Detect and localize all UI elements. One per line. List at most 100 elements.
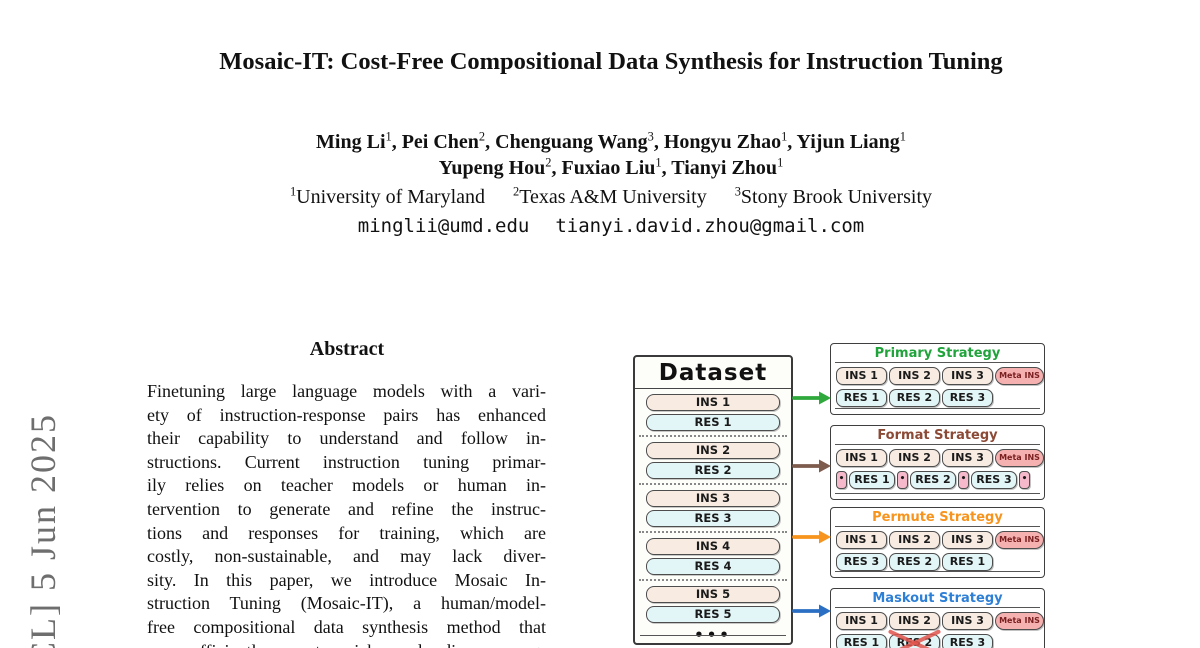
ins-pill: INS 3 (646, 490, 780, 507)
author-sep: , (485, 131, 496, 153)
author-name: Ming Li (316, 131, 386, 153)
format-separator-pill: • (1019, 471, 1030, 489)
strategy-title: Permute Strategy (835, 510, 1040, 527)
format-separator-pill: • (958, 471, 969, 489)
divider-line (835, 408, 1040, 409)
arxiv-sidebar-text: CL] 5 Jun 2025 (23, 413, 63, 648)
affil-sup: 2 (513, 184, 520, 199)
author-affil-sup: 2 (478, 129, 486, 144)
res-pill: RES 3 (971, 471, 1017, 489)
ins-row: INS 1 INS 2 INS 3 Meta INS (836, 612, 1044, 630)
dataset-body: INS 1 RES 1 INS 2 RES 2 INS 3 RES 3 INS … (635, 389, 791, 644)
res-row: RES 1 RES 2 RES 3 (836, 634, 1039, 648)
affil-sup: 1 (289, 184, 297, 199)
res-row: RES 1 RES 2 RES 3 (836, 389, 1039, 407)
arrow-to-maskout (792, 604, 831, 618)
divider-line (835, 571, 1040, 572)
res-row: • RES 1 • RES 2 • RES 3 • (836, 471, 1039, 489)
dotted-divider (639, 531, 787, 533)
author-sep: , (787, 131, 797, 153)
meta-ins-pill: Meta INS (995, 367, 1044, 385)
res-pill: RES 1 (836, 634, 887, 648)
arrow-to-primary (792, 391, 831, 405)
divider-line (835, 493, 1040, 494)
email-address: tianyi.david.zhou@gmail.com (555, 215, 865, 237)
res-pill: RES 4 (646, 558, 780, 575)
author-sep: , (653, 131, 664, 153)
affiliations-line: 1University of Maryland 2Texas A&M Univer… (147, 184, 1075, 209)
res-pill: RES 1 (942, 553, 993, 571)
affil-name: Stony Brook University (740, 186, 933, 208)
author-name: Hongyu Zhao (663, 131, 782, 153)
strategy-box-primary: Primary Strategy INS 1 INS 2 INS 3 Meta … (830, 343, 1045, 415)
author-name: Chenguang Wang (495, 131, 648, 153)
res-row: RES 3 RES 2 RES 1 (836, 553, 1039, 571)
meta-ins-pill: Meta INS (995, 449, 1044, 467)
res-pill: RES 2 (910, 471, 956, 489)
affil-name: University of Maryland (296, 186, 486, 208)
meta-ins-pill: Meta INS (995, 612, 1044, 630)
author-affil-sup: 1 (385, 129, 392, 144)
emails-line: minglii@umd.edu tianyi.david.zhou@gmail.c… (147, 215, 1075, 237)
abstract-line: structions. Current instruction tuning p… (147, 451, 546, 472)
ins-pill: INS 1 (836, 367, 887, 385)
author-sep: , (661, 157, 672, 179)
abstract-line: can efficiently create rich and diverse … (147, 640, 546, 648)
authors-line-2: Yupeng Hou2, Fuxiao Liu1, Tianyi Zhou1 (147, 155, 1075, 180)
author-affil-sup: 2 (545, 155, 552, 170)
strategy-title: Maskout Strategy (835, 591, 1040, 608)
ins-pill: INS 2 (889, 367, 940, 385)
res-pill: RES 3 (646, 510, 780, 527)
ins-row: INS 1 INS 2 INS 3 Meta INS (836, 531, 1044, 549)
author-affil-sup: 1 (777, 155, 784, 170)
abstract-line: costly, non-sustainable, and may lack di… (147, 546, 546, 567)
format-separator-pill: • (836, 471, 847, 489)
arrow-to-permute (792, 530, 831, 544)
res-pill-masked: RES 2 (889, 634, 940, 648)
page-title: Mosaic-IT: Cost-Free Compositional Data … (219, 48, 1003, 75)
strategy-box-format: Format Strategy INS 1 INS 2 INS 3 Meta I… (830, 425, 1045, 500)
abstract-line: free compositional data synthesis method… (147, 616, 546, 637)
abstract-heading: Abstract (309, 338, 385, 360)
meta-ins-pill: Meta INS (995, 531, 1044, 549)
ins-pill: INS 3 (942, 612, 993, 630)
ins-pill: INS 3 (942, 531, 993, 549)
abstract-line: ety of instruction-response pairs has en… (147, 404, 546, 425)
ins-pill: INS 5 (646, 586, 780, 603)
abstract-line: tions and responses for training, which … (147, 522, 546, 543)
author-name: Tianyi Zhou (671, 157, 778, 179)
res-pill: RES 1 (646, 414, 780, 431)
dotted-divider (639, 483, 787, 485)
dotted-divider (639, 435, 787, 437)
ins-pill: INS 2 (889, 531, 940, 549)
author-name: Pei Chen (401, 131, 479, 153)
ins-pill: INS 1 (836, 449, 887, 467)
authors-line-1: Ming Li1, Pei Chen2, Chenguang Wang3, Ho… (147, 129, 1075, 154)
strategy-box-permute: Permute Strategy INS 1 INS 2 INS 3 Meta … (830, 507, 1045, 578)
dotted-divider (639, 579, 787, 581)
ins-pill: INS 2 (889, 612, 940, 630)
author-sep: , (391, 131, 402, 153)
res-pill: RES 1 (836, 389, 887, 407)
res-pill: RES 3 (836, 553, 887, 571)
abstract-line: tervention to generate and refine the in… (147, 498, 546, 519)
author-affil-sup: 1 (899, 129, 906, 144)
author-name: Yijun Liang (796, 131, 900, 153)
affil-sup: 3 (734, 184, 741, 199)
author-name: Yupeng Hou (438, 157, 546, 179)
author-affil-sup: 1 (781, 129, 788, 144)
ins-pill: INS 3 (942, 449, 993, 467)
strategy-title: Format Strategy (835, 428, 1040, 445)
ins-pill: INS 3 (942, 367, 993, 385)
res-pill: RES 1 (849, 471, 895, 489)
affil-name: Texas A&M University (519, 186, 707, 208)
email-address: minglii@umd.edu (357, 215, 530, 237)
abstract-line: their capability to understand and follo… (147, 428, 546, 449)
res-pill: RES 5 (646, 606, 780, 623)
arrow-to-format (792, 459, 831, 473)
ins-pill: INS 2 (646, 442, 780, 459)
author-affil-sup: 1 (655, 155, 662, 170)
res-pill: RES 3 (942, 634, 993, 648)
ins-row: INS 1 INS 2 INS 3 Meta INS (836, 449, 1044, 467)
